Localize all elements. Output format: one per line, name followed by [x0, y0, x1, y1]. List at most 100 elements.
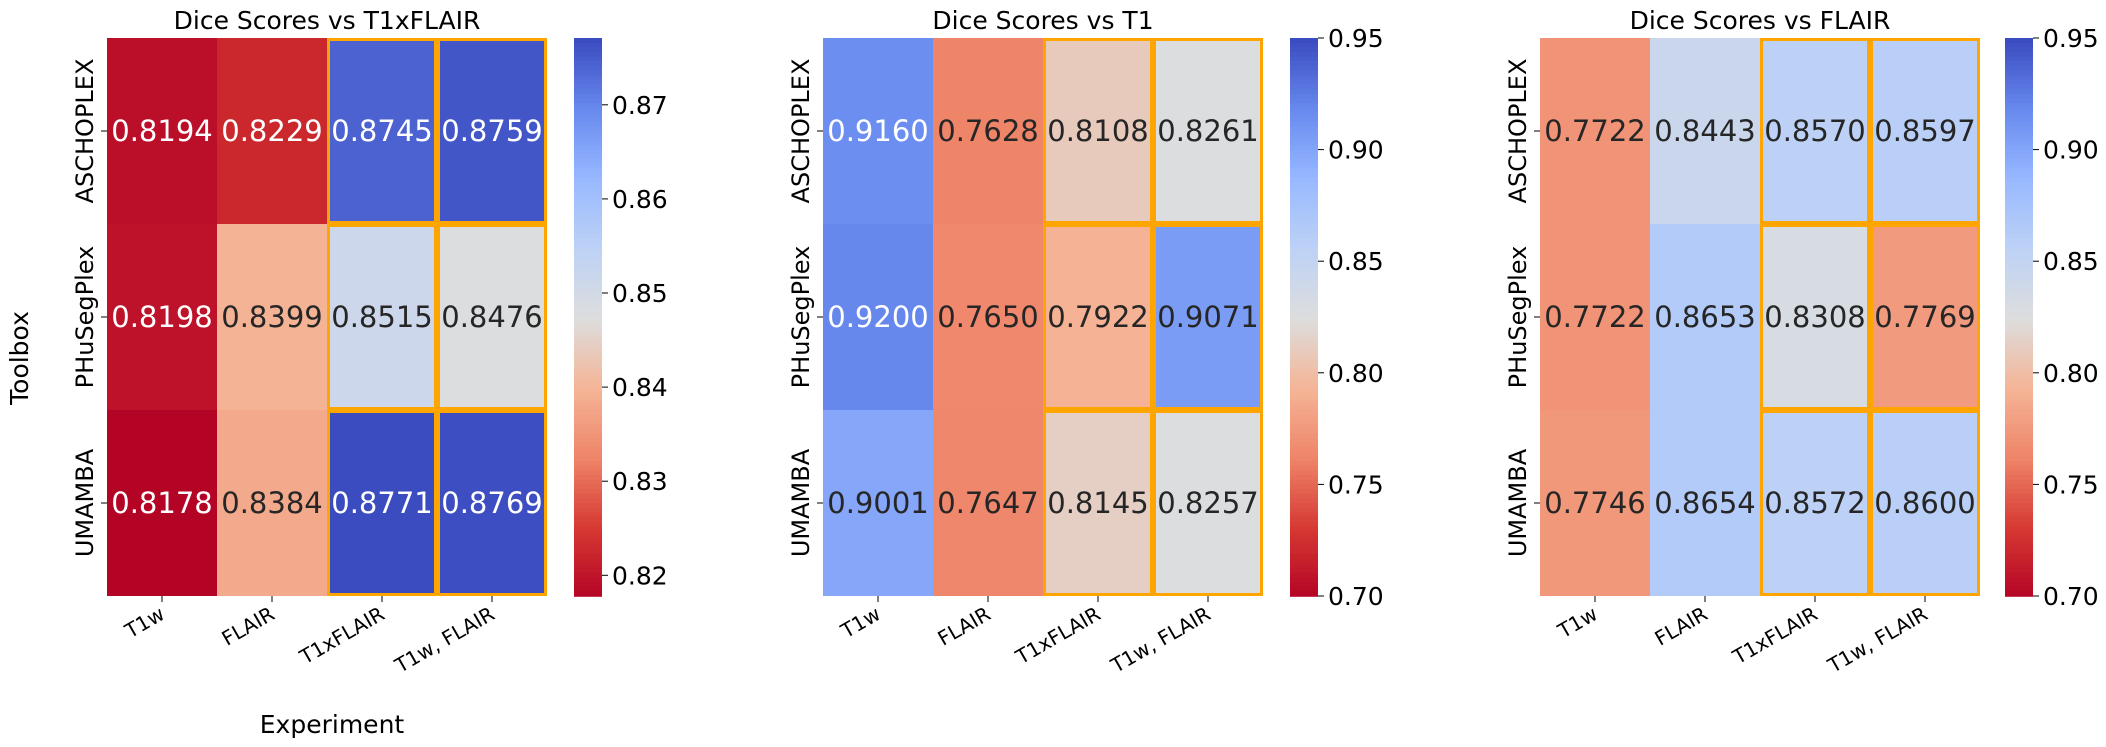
- colorbar-segment: [1290, 382, 1318, 388]
- colorbar-segment: [2005, 386, 2033, 393]
- colorbar-segment: [2005, 168, 2033, 174]
- x-tick-label: FLAIR: [1650, 601, 1711, 650]
- colorbar-segment: [2005, 121, 2033, 128]
- colorbar-segment: [2005, 451, 2033, 458]
- highlight-border: [437, 38, 547, 224]
- cell-value-label: 0.9160: [827, 114, 928, 148]
- cell-value-label: 0.7746: [1544, 486, 1645, 520]
- colorbar-segment: [1290, 410, 1318, 416]
- colorbar-segment: [2005, 84, 2033, 90]
- cell-value-label: 0.8653: [1654, 300, 1755, 334]
- colorbar-segment: [1290, 144, 1318, 151]
- cell-value-label: 0.8178: [111, 486, 212, 520]
- colorbar-segment: [574, 377, 602, 383]
- colorbar-segment: [2005, 368, 2033, 374]
- colorbar-segment: [2005, 177, 2033, 183]
- highlight-border: [1760, 38, 1870, 224]
- highlight-border: [327, 410, 437, 596]
- colorbar-segment: [574, 75, 602, 81]
- colorbar-segment: [1290, 237, 1318, 244]
- colorbar-segment: [2005, 89, 2033, 95]
- colorbar-segment: [2005, 358, 2033, 365]
- colorbar-segment: [2005, 303, 2033, 309]
- colorbar-segment: [2005, 372, 2033, 379]
- colorbar-segment: [1290, 103, 1318, 109]
- colorbar-segment: [574, 293, 602, 300]
- colorbar-segment: [2005, 382, 2033, 388]
- colorbar-segment: [574, 93, 602, 100]
- colorbar-segment: [574, 61, 602, 67]
- figure-y-axis-label: Toolbox: [5, 311, 34, 406]
- colorbar-segment: [574, 535, 602, 541]
- heatmap-cell: [1043, 410, 1153, 596]
- heatmap-cell: [217, 410, 327, 596]
- cell-value-label: 0.7647: [937, 486, 1038, 520]
- colorbar-segment: [574, 437, 602, 444]
- x-tick-label: T1w: [1553, 602, 1602, 644]
- heatmap-cell: [217, 38, 327, 224]
- colorbar-segment: [1290, 396, 1318, 402]
- colorbar-segment: [574, 396, 602, 402]
- cell-value-label: 0.8476: [441, 300, 542, 334]
- colorbar-tick-label: 0.90: [2043, 136, 2099, 165]
- colorbar-segment: [574, 270, 602, 276]
- colorbar-segment: [574, 530, 602, 537]
- colorbar-segment: [1290, 558, 1318, 565]
- colorbar-segment: [2005, 572, 2033, 579]
- colorbar-segment: [574, 442, 602, 448]
- colorbar-segment: [2005, 75, 2033, 81]
- colorbar-segment: [2005, 544, 2033, 551]
- colorbar-segment: [2005, 354, 2033, 360]
- x-tick-label: T1xFLAIR: [1011, 601, 1105, 669]
- colorbar-segment: [2005, 293, 2033, 300]
- colorbar-segment: [574, 414, 602, 421]
- colorbar-segment: [1290, 340, 1318, 346]
- colorbar-segment: [1290, 38, 1318, 44]
- heatmap-cell: [823, 410, 933, 596]
- colorbar-segment: [2005, 284, 2033, 290]
- heatmap-cell: [1870, 38, 1980, 224]
- colorbar-segment: [2005, 558, 2033, 565]
- colorbar-segment: [574, 368, 602, 374]
- heatmap-cell: [107, 38, 217, 224]
- highlight-border: [437, 224, 547, 410]
- colorbar-segment: [1290, 540, 1318, 546]
- colorbar-segment: [2005, 526, 2033, 532]
- colorbar-segment: [1290, 577, 1318, 583]
- colorbar-segment: [1290, 98, 1318, 104]
- heatmap-panel-2: Dice Scores vs T1 0.9160 0.7628 0.8108 0.826…: [787, 6, 1384, 678]
- colorbar-segment: [1290, 516, 1318, 523]
- colorbar-segment: [2005, 144, 2033, 151]
- colorbar-segment: [2005, 126, 2033, 132]
- heatmap-cell: [1540, 410, 1650, 596]
- colorbar-segment: [1290, 84, 1318, 90]
- colorbar-tick-label: 0.85: [612, 279, 668, 308]
- colorbar-segment: [574, 121, 602, 128]
- cell-value-label: 0.7628: [937, 114, 1038, 148]
- heatmap-cell: [437, 38, 547, 224]
- colorbar-segment: [2005, 475, 2033, 481]
- colorbar-segment: [2005, 191, 2033, 197]
- colorbar-segment: [2005, 131, 2033, 137]
- colorbar-segment: [2005, 270, 2033, 276]
- colorbar-segment: [2005, 396, 2033, 402]
- colorbar-segment: [2005, 433, 2033, 439]
- highlight-border: [1153, 410, 1263, 596]
- colorbar-segment: [2005, 140, 2033, 146]
- colorbar-segment: [2005, 135, 2033, 142]
- highlight-border: [327, 224, 437, 410]
- heatmap-cell: [1650, 410, 1760, 596]
- colorbar-segment: [574, 428, 602, 435]
- colorbar-segment: [1290, 89, 1318, 95]
- x-tick-label: T1w: [120, 602, 169, 644]
- colorbar-segment: [1290, 493, 1318, 500]
- colorbar-segment: [574, 289, 602, 295]
- colorbar-segment: [1290, 465, 1318, 472]
- colorbar-segment: [574, 149, 602, 156]
- colorbar-segment: [574, 191, 602, 197]
- colorbar-segment: [574, 140, 602, 146]
- colorbar-segment: [1290, 284, 1318, 290]
- colorbar-segment: [574, 526, 602, 532]
- colorbar-segment: [574, 391, 602, 397]
- colorbar-segment: [2005, 335, 2033, 342]
